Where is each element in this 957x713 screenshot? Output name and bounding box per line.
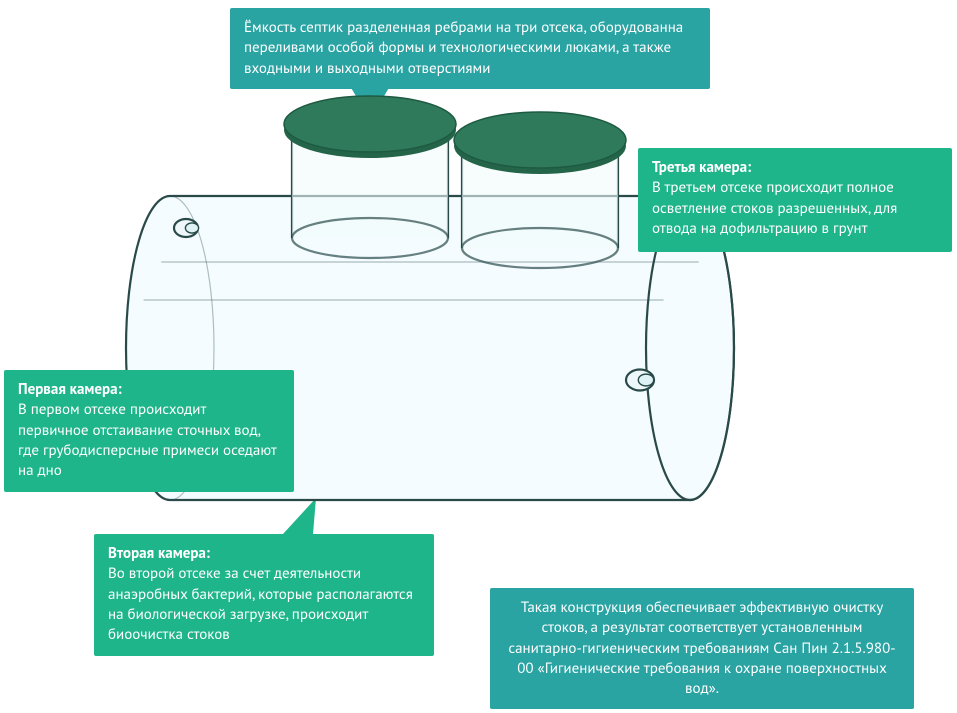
callout-chamber-1: Первая камера: В первом отсеке происходи… [4,370,294,492]
callout-conclusion-text: Такая конструкция обеспечивает эффективн… [504,598,900,699]
callout-description: Ёмкость септик разделенная ребрами на тр… [230,8,710,89]
callout-conclusion: Такая конструкция обеспечивает эффективн… [490,588,914,709]
callout-chamber-3-text: В третьем отсеке происходит полное освет… [652,178,938,239]
callout-chamber-1-title: Первая камера: [18,380,280,400]
callout-chamber-2: Вторая камера: Во второй отсеке за счет … [94,534,434,656]
callout-description-text: Ёмкость септик разделенная ребрами на тр… [244,18,696,79]
callout-chamber-2-text: Во второй отсеке за счет деятельности ан… [108,564,420,645]
callout-chamber-3-title: Третья камера: [652,158,938,178]
callout-chamber-2-title: Вторая камера: [108,544,420,564]
callout-chamber-1-text: В первом отсеке происходит первичное отс… [18,400,280,481]
callout-chamber-3: Третья камера: В третьем отсеке происход… [638,148,952,252]
